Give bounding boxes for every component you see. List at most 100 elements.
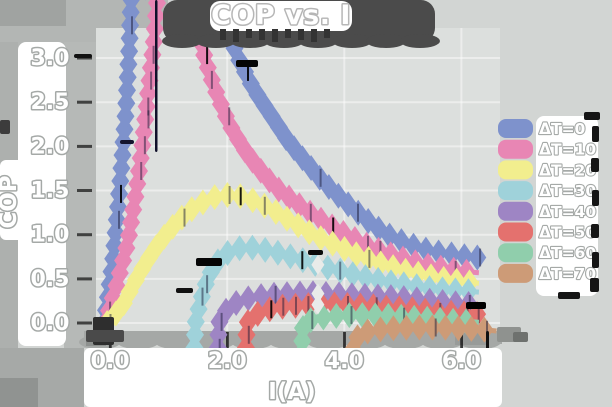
diamond-marker [218, 182, 237, 208]
diamond-marker [343, 261, 362, 288]
y-tick-label: 0.5 [31, 267, 70, 292]
legend-label: ΔT=70 [539, 265, 596, 283]
texture-dash [477, 305, 480, 324]
texture-dash [147, 110, 150, 129]
title-band-tooth [324, 29, 330, 38]
diamond-marker [243, 187, 262, 214]
y-tick-mark [77, 233, 92, 237]
y-tick-mark [77, 144, 92, 148]
diamond-marker [110, 180, 129, 207]
y-axis-label-panel [18, 42, 66, 346]
diamond-marker [371, 316, 390, 343]
legend-item: ΔT=10 [498, 140, 597, 160]
legend-label: ΔT=20 [539, 161, 596, 179]
texture-dash [239, 187, 242, 206]
bottom-axis-strip [79, 331, 502, 349]
texture-dash [339, 261, 342, 280]
diamond-marker [281, 243, 300, 270]
diamond-marker [301, 307, 320, 334]
legend-label: ΔT=50 [539, 224, 596, 242]
texture-dash [120, 184, 122, 203]
legend-item: ΔT=0 [498, 119, 587, 139]
diamond-marker [358, 318, 377, 345]
texture-dash [307, 296, 310, 315]
top-left-corner-block [0, 0, 66, 26]
title-band-bump [366, 34, 406, 48]
diamond-marker [119, 51, 138, 78]
texture-dash [118, 210, 120, 229]
legend: ΔT=0 ΔT=10 ΔT=20 ΔT=30 ΔT=40 ΔT=50 ΔT=60 ΔT=70 [498, 112, 600, 299]
artifact-smudge [155, 0, 158, 152]
texture-dash [228, 186, 231, 204]
y-axis-title-panel [0, 160, 24, 240]
y-tick-mark [77, 321, 92, 325]
artifact-smudge [0, 120, 10, 134]
y-tick-mark [77, 189, 92, 192]
y-tick-label: 2.0 [31, 134, 70, 159]
texture-dash [295, 296, 297, 315]
legend-edge-mark [584, 112, 600, 120]
diamond-marker [384, 315, 403, 342]
texture-dash [367, 235, 369, 254]
diamond-marker [121, 12, 140, 39]
texture-dash [140, 162, 143, 180]
y-tick-label: 2.5 [31, 90, 70, 115]
y-tick-label: 0.0 [31, 311, 70, 336]
texture-dash [247, 325, 250, 344]
legend-item: ΔT=20 [498, 160, 597, 180]
x-tick-mark [226, 332, 229, 349]
texture-dash [270, 300, 273, 319]
texture-dash [434, 318, 437, 337]
title-band-tooth [272, 29, 278, 42]
diamond-marker [394, 271, 413, 298]
texture-dash [152, 45, 155, 64]
x-tick-label: 6.0 [442, 349, 481, 374]
series-markers [96, 0, 476, 336]
y-tick-labels: 0.0 0.5 1.0 1.5 2.0 2.5 3.0 [29, 45, 71, 338]
diamond-marker [239, 285, 258, 312]
title-band-tooth [311, 29, 317, 42]
diamond-marker [347, 241, 366, 268]
texture-dash [403, 307, 406, 326]
diamond-marker [340, 302, 359, 329]
texture-dash [319, 168, 322, 187]
title-band-tooth [259, 29, 265, 40]
series--t-10 [96, 0, 480, 336]
legend-label: ΔT=40 [539, 203, 596, 221]
texture-dash [379, 240, 382, 259]
y-axis-title: COP [0, 175, 22, 228]
texture-dash [311, 311, 314, 330]
texture-dash [147, 97, 150, 116]
title-band-tooth [298, 29, 304, 40]
texture-dash [247, 62, 249, 81]
x-tick-label: 2.0 [208, 349, 247, 374]
texture-dash [206, 46, 209, 65]
legend-edge-mark [590, 278, 599, 292]
title-band-tooth [285, 29, 291, 38]
texture-dash [201, 287, 204, 306]
y-tick-label: 1.0 [31, 223, 70, 248]
artifact-smudge [74, 54, 92, 58]
texture-dash [479, 248, 482, 267]
legend-swatch [498, 201, 533, 221]
texture-dash [332, 217, 335, 236]
texture-dash [206, 275, 209, 294]
series-markers [344, 314, 494, 363]
diamond-marker [410, 314, 429, 341]
title-band-tooth [246, 29, 252, 38]
title-box [210, 1, 352, 31]
legend-item: ΔT=30 [498, 181, 597, 201]
legend-swatch [498, 181, 533, 201]
legend-item: ΔT=40 [498, 201, 597, 222]
texture-dash [150, 71, 153, 90]
texture-dash [131, 16, 133, 35]
diamond-marker [382, 269, 400, 296]
diamond-marker [114, 247, 133, 274]
texture-dash [228, 107, 231, 126]
left-axis-strip [64, 42, 96, 348]
legend-swatch [498, 243, 533, 263]
legend-label: ΔT=60 [539, 244, 596, 262]
diamond-marker [356, 264, 375, 291]
legend-label: ΔT=10 [539, 141, 596, 159]
diamond-marker [268, 239, 287, 266]
